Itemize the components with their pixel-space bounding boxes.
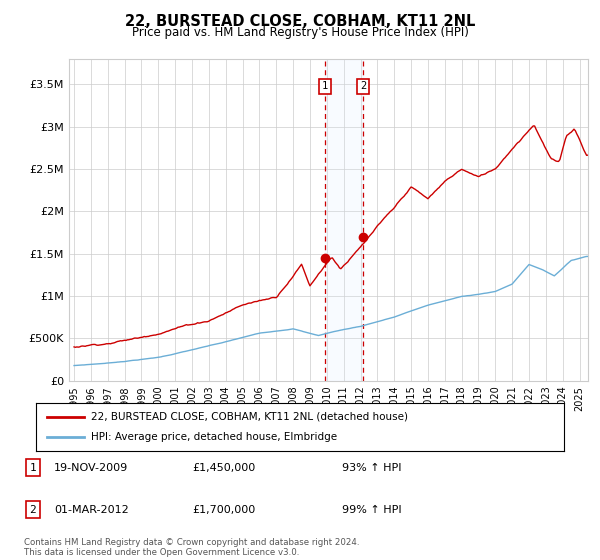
Text: 22, BURSTEAD CLOSE, COBHAM, KT11 2NL (detached house): 22, BURSTEAD CLOSE, COBHAM, KT11 2NL (de… (91, 412, 409, 422)
Text: 93% ↑ HPI: 93% ↑ HPI (342, 463, 401, 473)
Text: Price paid vs. HM Land Registry's House Price Index (HPI): Price paid vs. HM Land Registry's House … (131, 26, 469, 39)
Bar (325, 59, 363, 381)
Text: £1,450,000: £1,450,000 (192, 463, 255, 473)
Text: 01-MAR-2012: 01-MAR-2012 (54, 505, 129, 515)
Text: 22, BURSTEAD CLOSE, COBHAM, KT11 2NL: 22, BURSTEAD CLOSE, COBHAM, KT11 2NL (125, 14, 475, 29)
Text: 19-NOV-2009: 19-NOV-2009 (54, 463, 128, 473)
Text: Contains HM Land Registry data © Crown copyright and database right 2024.
This d: Contains HM Land Registry data © Crown c… (24, 538, 359, 557)
Text: HPI: Average price, detached house, Elmbridge: HPI: Average price, detached house, Elmb… (91, 432, 338, 442)
Text: 99% ↑ HPI: 99% ↑ HPI (342, 505, 401, 515)
Text: 2: 2 (29, 505, 37, 515)
Text: 1: 1 (322, 81, 328, 91)
Text: 1: 1 (29, 463, 37, 473)
Text: 2: 2 (360, 81, 367, 91)
Text: £1,700,000: £1,700,000 (192, 505, 255, 515)
